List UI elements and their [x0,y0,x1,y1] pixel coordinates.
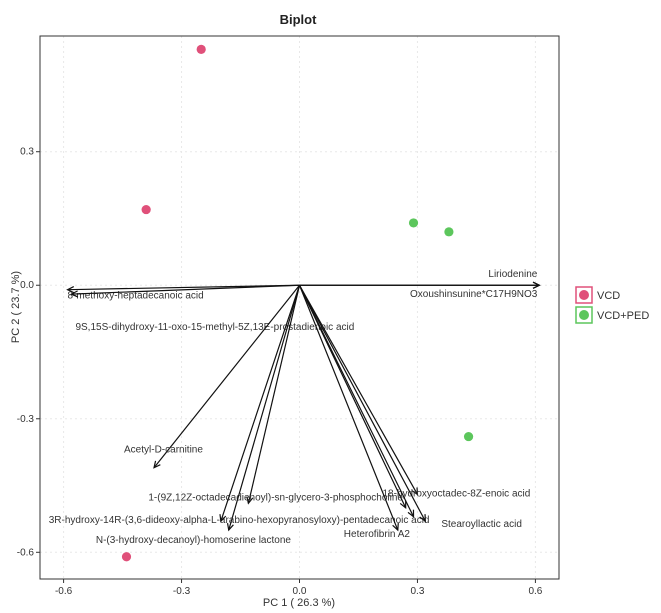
loading-vector-8 [298,285,399,531]
loading-label-8: Heterofibrin A2 [344,529,411,540]
loading-vector-4 [153,284,300,469]
loading-label-5: 1-(9Z,12Z-octadecadienoyl)-sn-glycero-3-… [148,492,403,503]
y-tick-label-2: 0.0 [20,280,34,291]
y-axis-label: PC 2 ( 23.7 %) [10,271,22,343]
loading-vector-6 [228,285,301,531]
x-axis-label: PC 1 ( 26.3 %) [263,597,335,609]
loading-vectors: Liriodenine Oxoushinsunine*C17H9NO3 8-meth… [49,269,541,546]
chart-title: Biplot [280,12,317,27]
loading-label-10: Stearoyllactic acid [441,519,522,530]
loading-arrowhead-9 [411,487,419,496]
point-1-1 [444,227,454,237]
point-1-0 [408,218,419,228]
loading-label-6: 3R-hydroxy-14R-(3,6-dideoxy-alpha-L-arab… [49,515,430,526]
x-axis-ticks: -0.6 -0.3 0.0 0.3 0.6 [55,579,543,597]
legend: VCD VCD+PED [575,286,649,324]
loading-label-7: N-(3-hydroxy-decanoyl)-homoserine lacton… [96,535,292,546]
loading-label-0: Liriodenine [488,269,537,280]
y-tick-label-3: 0.3 [20,147,34,158]
loading-vector-7 [220,285,301,522]
loading-vector-12 [298,284,415,517]
loading-arrowhead-6 [226,523,234,532]
loading-arrowhead-8 [392,523,399,532]
y-tick-label-1: -0.3 [17,414,35,425]
y-axis-ticks: -0.6 -0.3 0.0 0.3 [17,147,40,558]
legend-label-0: VCD [597,290,620,302]
loading-vector-9 [298,284,418,495]
score-points [121,44,474,562]
loading-label-2: 8-methoxy-heptadecanoic acid [68,291,204,302]
loading-label-1: Oxoushinsunine*C17H9NO3 [410,289,538,300]
point-0-2 [121,552,132,562]
y-tick-label-0: -0.6 [17,547,35,558]
point-1-2 [463,431,474,442]
loading-vector-3 [71,284,300,295]
loading-label-9: 18-hydroxyoctadec-8Z-enoic acid [382,488,530,499]
legend-label-1: VCD+PED [597,310,649,322]
loading-arrowhead-7 [219,514,227,523]
x-tick-label-2: 0.0 [293,586,307,597]
loading-arrowhead-12 [407,509,415,518]
loading-arrowhead-3 [70,290,79,298]
legend-marker-0 [579,290,589,300]
loading-arrowhead-1 [532,281,541,289]
point-0-1 [141,204,151,215]
loading-arrowhead-11 [399,500,407,510]
loading-vector-10 [298,284,426,522]
loading-vector-2 [67,284,300,291]
loading-label-3: 9S,15S-dihydroxy-11-oxo-15-methyl-5Z,13E… [75,322,354,333]
x-tick-label-4: 0.6 [528,586,542,597]
x-tick-label-0: -0.6 [55,586,73,597]
loading-arrowhead-4 [153,460,161,469]
loading-arrowhead-5 [246,496,254,505]
point-0-0 [196,44,206,54]
x-tick-label-3: 0.3 [411,586,425,597]
loading-label-4: Acetyl-D-carnitine [124,445,203,456]
loading-arrowhead-2 [66,285,75,294]
x-tick-label-1: -0.3 [173,586,191,597]
legend-marker-1 [579,310,589,320]
loading-vector-5 [247,285,301,504]
loading-arrowhead-10 [419,514,426,523]
